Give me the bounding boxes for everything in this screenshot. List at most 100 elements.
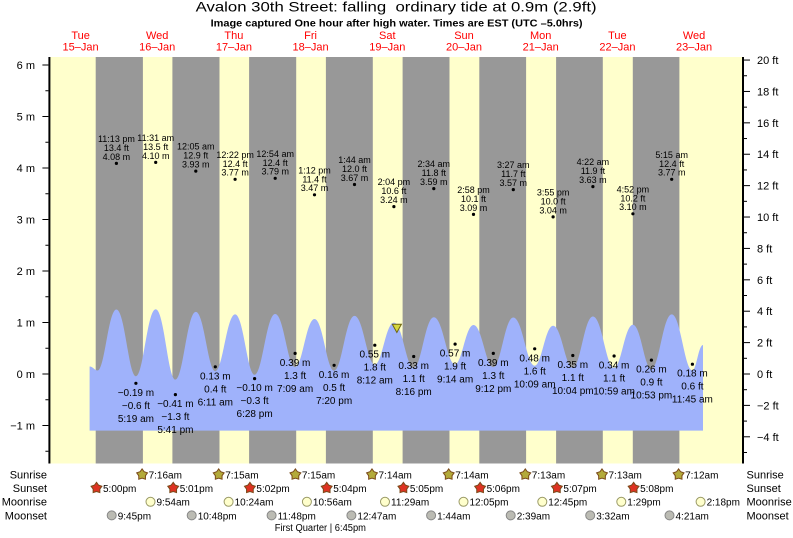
svg-text:11.8 ft: 11.8 ft (422, 168, 447, 178)
svg-text:3.79 m: 3.79 m (261, 167, 289, 177)
svg-text:10 ft: 10 ft (757, 212, 778, 224)
svg-text:7:12am: 7:12am (685, 471, 718, 482)
svg-text:10.6 ft: 10.6 ft (381, 186, 407, 196)
svg-text:2:04 pm: 2:04 pm (378, 177, 411, 187)
svg-text:7:13am: 7:13am (532, 471, 565, 482)
svg-text:9:54am: 9:54am (157, 498, 190, 509)
svg-text:7:15am: 7:15am (302, 471, 335, 482)
svg-text:5:02pm: 5:02pm (256, 484, 289, 495)
svg-text:5:19 am: 5:19 am (118, 414, 154, 425)
svg-text:4.10 m: 4.10 m (142, 151, 170, 161)
svg-text:0.55 m: 0.55 m (360, 350, 391, 361)
svg-text:−2 ft: −2 ft (757, 400, 779, 412)
svg-text:19–Jan: 19–Jan (369, 42, 405, 54)
svg-text:1 m: 1 m (17, 318, 35, 330)
svg-text:1:29pm: 1:29pm (627, 498, 660, 509)
svg-text:20–Jan: 20–Jan (446, 42, 482, 54)
svg-text:Fri: Fri (304, 30, 317, 42)
svg-text:Sunrise: Sunrise (10, 470, 47, 482)
svg-text:1.3 ft: 1.3 ft (482, 371, 504, 382)
svg-text:3:55 pm: 3:55 pm (537, 188, 570, 198)
svg-text:12.9 ft: 12.9 ft (183, 151, 209, 161)
svg-text:12:54 am: 12:54 am (256, 149, 294, 159)
svg-text:0 ft: 0 ft (757, 369, 772, 381)
svg-text:12:22 pm: 12:22 pm (216, 150, 254, 160)
svg-text:1.1 ft: 1.1 ft (403, 374, 425, 385)
svg-text:1:44am: 1:44am (437, 511, 470, 522)
svg-text:2 m: 2 m (17, 266, 35, 278)
svg-text:15–Jan: 15–Jan (63, 42, 99, 54)
svg-text:7:20 pm: 7:20 pm (316, 396, 352, 407)
svg-text:6 m: 6 m (17, 60, 35, 72)
svg-text:0.35 m: 0.35 m (558, 360, 589, 371)
svg-text:−0.3 ft: −0.3 ft (241, 396, 269, 407)
svg-text:3:32am: 3:32am (596, 511, 629, 522)
svg-text:7:09 am: 7:09 am (277, 384, 313, 395)
svg-text:2:39am: 2:39am (517, 511, 550, 522)
svg-text:0.57 m: 0.57 m (440, 349, 471, 360)
svg-text:Moonset: Moonset (747, 510, 789, 522)
svg-text:0.39 m: 0.39 m (478, 358, 509, 369)
svg-text:Wed: Wed (683, 30, 705, 42)
svg-text:3.57 m: 3.57 m (500, 178, 528, 188)
svg-text:12:05pm: 12:05pm (470, 498, 509, 509)
svg-text:3.63 m: 3.63 m (579, 175, 607, 185)
svg-text:0.13 m: 0.13 m (200, 371, 231, 382)
svg-text:0.34 m: 0.34 m (599, 361, 630, 372)
svg-text:6 ft: 6 ft (757, 275, 772, 287)
svg-text:4:21am: 4:21am (676, 511, 709, 522)
svg-text:5:05pm: 5:05pm (410, 484, 443, 495)
svg-text:Thu: Thu (224, 30, 243, 42)
svg-text:7:15am: 7:15am (225, 471, 258, 482)
svg-text:10.0 ft: 10.0 ft (541, 196, 567, 206)
svg-text:5:00pm: 5:00pm (103, 484, 136, 495)
svg-text:−0.6 ft: −0.6 ft (122, 401, 150, 412)
svg-text:11.4 ft: 11.4 ft (302, 174, 327, 184)
svg-text:7:14am: 7:14am (455, 471, 488, 482)
svg-text:Moonrise: Moonrise (747, 497, 792, 509)
svg-text:18–Jan: 18–Jan (293, 42, 329, 54)
svg-text:3.67 m: 3.67 m (341, 173, 369, 183)
svg-text:First Quarter | 6:45pm: First Quarter | 6:45pm (275, 523, 366, 534)
svg-text:4:52 pm: 4:52 pm (617, 184, 650, 194)
svg-text:3.47 m: 3.47 m (301, 183, 329, 193)
svg-text:4.08 m: 4.08 m (103, 152, 131, 162)
svg-text:10:48pm: 10:48pm (198, 511, 237, 522)
svg-text:6:28 pm: 6:28 pm (237, 409, 273, 420)
svg-text:5:15 am: 5:15 am (655, 150, 688, 160)
svg-text:12:47am: 12:47am (357, 511, 396, 522)
svg-text:Image captured One hour after: Image captured One hour after high water… (211, 19, 583, 30)
svg-text:3.24 m: 3.24 m (380, 195, 408, 205)
svg-text:3.77 m: 3.77 m (658, 168, 686, 178)
svg-text:Sunset: Sunset (747, 483, 781, 495)
svg-text:3 m: 3 m (17, 215, 35, 227)
svg-text:Moonset: Moonset (5, 510, 47, 522)
svg-text:7:16am: 7:16am (149, 471, 182, 482)
svg-text:12.4 ft: 12.4 ft (659, 159, 685, 169)
svg-text:5:08pm: 5:08pm (640, 484, 673, 495)
svg-text:0 m: 0 m (17, 369, 35, 381)
svg-text:12.4 ft: 12.4 ft (223, 159, 249, 169)
svg-text:5:06pm: 5:06pm (487, 484, 520, 495)
svg-text:0.26 m: 0.26 m (636, 365, 667, 376)
svg-text:23–Jan: 23–Jan (676, 42, 712, 54)
svg-text:6:11 am: 6:11 am (198, 397, 233, 408)
svg-text:11:31 am: 11:31 am (137, 133, 174, 143)
svg-text:1.1 ft: 1.1 ft (603, 374, 625, 385)
svg-text:9:12 pm: 9:12 pm (475, 384, 511, 395)
svg-text:1.3 ft: 1.3 ft (284, 371, 306, 382)
svg-text:0.33 m: 0.33 m (398, 361, 429, 372)
svg-text:17–Jan: 17–Jan (216, 42, 252, 54)
svg-text:3.09 m: 3.09 m (460, 203, 488, 213)
svg-text:2:34 am: 2:34 am (418, 159, 451, 169)
svg-text:1.8 ft: 1.8 ft (364, 363, 386, 374)
svg-text:Sun: Sun (454, 30, 474, 42)
svg-text:12 ft: 12 ft (757, 181, 778, 193)
svg-text:Mon: Mon (530, 30, 551, 42)
svg-text:0.48 m: 0.48 m (519, 353, 550, 364)
svg-text:9:45pm: 9:45pm (118, 511, 151, 522)
svg-text:10.1 ft: 10.1 ft (461, 194, 487, 204)
svg-text:10:09 am: 10:09 am (514, 379, 556, 390)
svg-text:11.9 ft: 11.9 ft (581, 166, 606, 176)
svg-text:Sunset: Sunset (13, 483, 47, 495)
